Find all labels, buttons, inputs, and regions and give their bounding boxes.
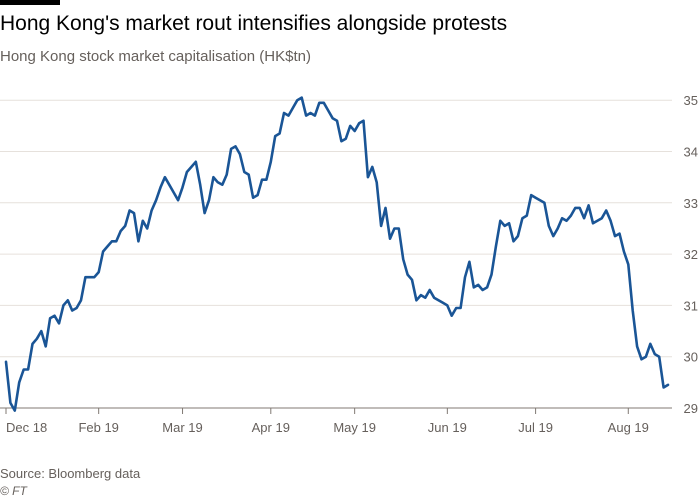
y-tick-label-30: 30: [684, 350, 698, 365]
x-tick-label-jun-19: Jun 19: [428, 420, 467, 435]
ft-brand-bar: [0, 0, 60, 5]
y-tick-label-34: 34: [684, 145, 698, 160]
gridlines: [0, 99, 672, 358]
x-tick-label-may-19: May 19: [333, 420, 376, 435]
chart-title: Hong Kong's market rout intensifies alon…: [0, 12, 508, 35]
x-tick-label-feb-19: Feb 19: [78, 420, 118, 435]
line-chart: 29 30 31 32 33 34 35 Dec 18 Feb 19 Mar 19 Apr 19 M…: [0, 93, 698, 435]
y-tick-label-35: 35: [684, 93, 698, 108]
x-axis: Dec 18 Feb 19 Mar 19 Apr 19 May 19 Jun 19 Jul …: [0, 407, 672, 435]
y-tick-label-32: 32: [684, 247, 698, 262]
series-group: [4, 96, 670, 412]
x-tick-label-aug-19: Aug 19: [608, 420, 649, 435]
credit-note: © FT: [0, 484, 27, 498]
y-axis: 29 30 31 32 33 34 35: [684, 93, 698, 416]
y-tick-label-31: 31: [684, 298, 698, 313]
y-tick-label-29: 29: [684, 401, 698, 416]
source-note: Source: Bloomberg data: [0, 466, 141, 481]
series-line-market-cap: [4, 96, 670, 412]
x-tick-label-dec-18: Dec 18: [6, 420, 47, 435]
y-tick-label-33: 33: [684, 196, 698, 211]
x-tick-label-apr-19: Apr 19: [252, 420, 290, 435]
x-tick-label-mar-19: Mar 19: [162, 420, 202, 435]
x-tick-label-jul-19: Jul 19: [518, 420, 553, 435]
chart-subtitle: Hong Kong stock market capitalisation (H…: [0, 48, 311, 65]
